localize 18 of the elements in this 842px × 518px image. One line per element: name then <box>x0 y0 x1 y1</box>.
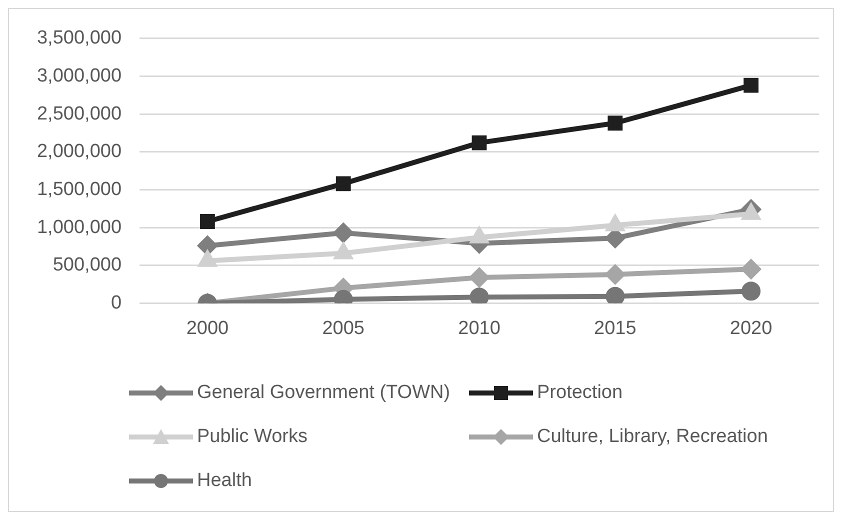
legend-label: General Government (TOWN) <box>197 382 450 404</box>
x-tick-label: 2020 <box>730 318 772 339</box>
y-tick-label: 1,000,000 <box>36 216 122 238</box>
y-tick-label: 0 <box>110 292 122 314</box>
legend-label: Public Works <box>197 426 308 448</box>
y-tick-label: 500,000 <box>52 254 122 276</box>
x-tick-label: 2000 <box>186 318 229 339</box>
y-tick-label: 1,500,000 <box>36 178 122 200</box>
x-tick-label: 2005 <box>322 318 365 339</box>
x-tick-label: 2010 <box>458 318 500 339</box>
x-tick-label: 2015 <box>594 318 636 339</box>
legend-label: Health <box>197 470 252 492</box>
y-tick-label: 3,500,000 <box>36 28 122 49</box>
y-tick-label: 2,000,000 <box>36 141 122 162</box>
y-tick-label: 3,000,000 <box>36 65 122 86</box>
legend-label: Culture, Library, Recreation <box>537 426 768 448</box>
y-tick-label: 2,500,000 <box>36 103 122 124</box>
legend-label: Protection <box>537 382 623 404</box>
